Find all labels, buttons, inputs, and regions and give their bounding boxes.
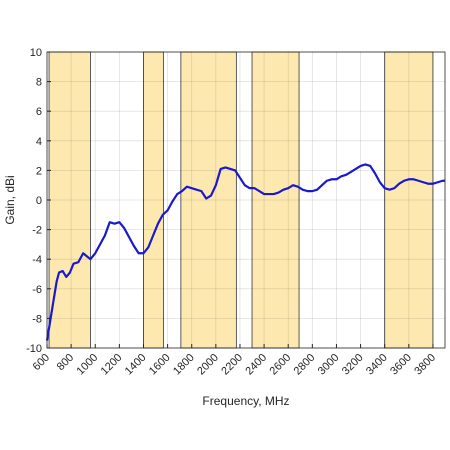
x-tick-label: 2800 (292, 352, 318, 378)
x-tick-label: 2400 (243, 352, 269, 378)
x-tick-label: 1200 (99, 352, 125, 378)
band (48, 51, 91, 349)
plot-area (47, 52, 445, 348)
y-tick-label: 6 (36, 106, 42, 118)
y-tick-label: 0 (36, 195, 42, 207)
x-tick-label: 1600 (147, 352, 173, 378)
x-tick-label: 3600 (388, 352, 414, 378)
x-tick-label: 3000 (316, 352, 342, 378)
y-tick-label: 2 (36, 165, 42, 177)
x-tick-label: 1000 (75, 352, 101, 378)
y-tick-label: 8 (36, 77, 42, 89)
x-tick-label: 2200 (219, 352, 245, 378)
plot-frame (46, 51, 446, 349)
x-tick-label: 1800 (171, 352, 197, 378)
x-axis-label: Frequency, MHz (202, 394, 289, 408)
y-tick-label: -6 (32, 284, 42, 296)
y-axis-label: Gain, dBi (3, 175, 17, 224)
band (251, 51, 300, 349)
x-tick-label: 800 (55, 352, 76, 373)
y-tick-label: -4 (32, 254, 42, 266)
y-tick-label: 4 (36, 136, 42, 148)
x-tick-label: 2000 (195, 352, 221, 378)
line (45, 163, 445, 341)
x-tick-label: 3400 (364, 352, 390, 378)
y-tick-label: -10 (26, 343, 42, 355)
x-tick-label: 3800 (412, 352, 438, 378)
x-tick-label: 2600 (268, 352, 294, 378)
x-tick-label: 3200 (340, 352, 366, 378)
band (180, 51, 237, 349)
y-tick-label: 10 (30, 47, 42, 59)
y-tick-label: -2 (32, 225, 42, 237)
y-tick-label: -8 (32, 313, 42, 325)
x-tick-label: 1400 (123, 352, 149, 378)
